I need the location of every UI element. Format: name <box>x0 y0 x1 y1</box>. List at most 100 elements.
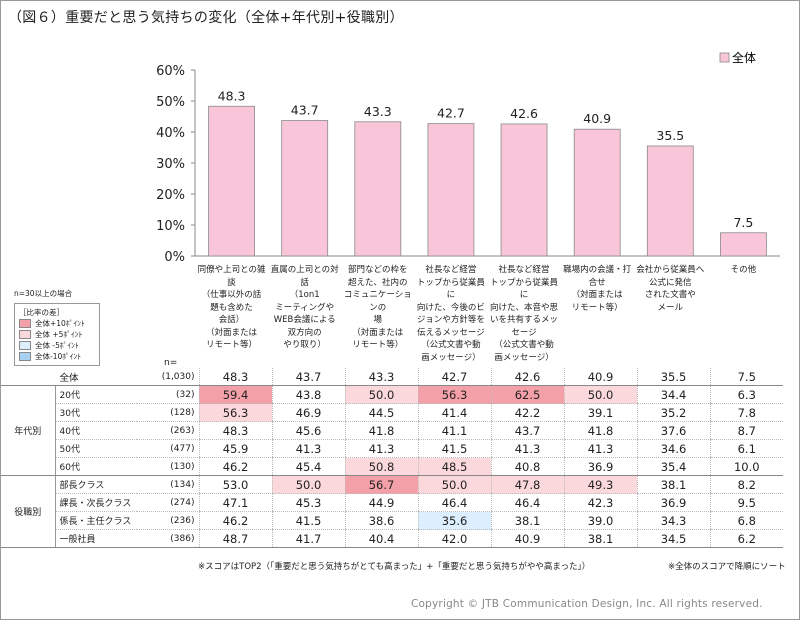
diff-legend: n=30以上の場合 ［比率の差］ 全体+10ﾎﾟｲﾝﾄ 全体 +5ﾎﾟｲﾝﾄ 全体 … <box>14 288 100 366</box>
table-row: 30代 (128) 56.3 46.9 44.5 41.4 42.2 39.1 35.2 7.8 <box>1 403 783 422</box>
legend-key-label: 全体-10ﾎﾟｲﾝﾄ <box>35 352 81 361</box>
bar <box>354 121 402 257</box>
legend-key-label: 全体 +5ﾎﾟｲﾝﾄ <box>35 330 83 339</box>
legend-key-label: 全体+10ﾎﾟｲﾝﾄ <box>35 319 85 328</box>
value-cell: 56.3 <box>417 385 491 404</box>
value-cell: 59.4 <box>198 385 272 404</box>
value-cell: 6.1 <box>709 439 783 458</box>
value-cell: 48.3 <box>198 421 272 440</box>
value-cell: 35.6 <box>417 511 491 530</box>
row-label: 課長・次長クラス <box>55 493 137 512</box>
table-row: 年代別 20代 (32) 59.4 43.8 50.0 56.3 62.5 50.0 34.4 6.… <box>1 385 783 476</box>
value-cell: 48.7 <box>198 529 272 548</box>
value-cell: 6.8 <box>709 511 783 530</box>
bars <box>208 105 767 257</box>
value-cell: 43.7 <box>490 421 564 440</box>
value-cell: 34.4 <box>636 385 710 404</box>
value-cell: 45.3 <box>271 493 345 512</box>
value-cell: 40.4 <box>344 529 418 548</box>
value-cell: 34.5 <box>636 529 710 548</box>
legend-key-row: 全体 +5ﾎﾟｲﾝﾄ <box>19 329 95 340</box>
value-cell: 34.6 <box>636 439 710 458</box>
row-label: 全体 <box>1 368 137 386</box>
value-cell: 42.7 <box>417 368 491 386</box>
value-cell: 38.1 <box>563 529 637 548</box>
figure-title: （図６）重要だと思う気持ちの変化（全体+年代別+役職別） <box>8 10 404 26</box>
legend-key-swatch <box>19 352 31 361</box>
value-cell: 44.9 <box>344 493 418 512</box>
table-row: 40代 (263) 48.3 45.6 41.8 41.1 43.7 41.8 37.6 8.7 <box>1 421 783 440</box>
legend-key-row: 全体 -5ﾎﾟｲﾝﾄ <box>19 340 95 351</box>
legend-swatch <box>719 52 730 63</box>
row-count: (134) <box>137 475 199 494</box>
bar <box>427 123 475 257</box>
row-count: (236) <box>137 511 199 530</box>
value-cell: 8.2 <box>709 475 783 494</box>
chart-legend: 全体 <box>719 50 756 65</box>
row-count: (32) <box>137 385 199 404</box>
value-cell: 8.7 <box>709 421 783 440</box>
row-count: (263) <box>137 421 199 440</box>
table-row: 60代 (130) 46.2 45.4 50.8 48.5 40.8 36.9 35.4 10.0 <box>1 457 783 476</box>
category-label: 同僚や上司との雑 談 （仕事以外の話 題も含めた 会話） （対面または リモート… <box>197 265 266 350</box>
y-axis: 0% 10% 20% 30% 40% 50% 60% <box>156 64 780 265</box>
bar-value-label: 48.3 <box>218 88 246 103</box>
bar-value-label: 43.3 <box>364 104 392 119</box>
value-cell: 37.6 <box>636 421 710 440</box>
value-cell: 46.2 <box>198 511 272 530</box>
value-cell: 50.0 <box>417 475 491 494</box>
bar <box>208 105 255 257</box>
value-cell: 41.8 <box>344 421 418 440</box>
value-cell: 34.3 <box>636 511 710 530</box>
table-row: 役職別 部長クラス (134) 53.0 50.0 56.7 50.0 47.8 49.3 38.… <box>1 475 783 548</box>
legend-note: n=30以上の場合 <box>14 289 73 298</box>
value-cell: 35.4 <box>636 457 710 476</box>
value-cell: 38.6 <box>344 511 418 530</box>
value-cell: 50.0 <box>563 385 637 404</box>
sort-note: ※全体のスコアで降順にソート <box>668 562 786 572</box>
value-cell: 50.0 <box>344 385 418 404</box>
row-count: (477) <box>137 439 199 458</box>
value-cell: 41.4 <box>417 403 491 422</box>
row-count: (130) <box>137 457 199 476</box>
value-cell: 40.8 <box>490 457 564 476</box>
bar-value-label: 43.7 <box>291 103 319 118</box>
value-cell: 35.2 <box>636 403 710 422</box>
row-label: 係長・主任クラス <box>55 511 137 530</box>
legend-key-row: 全体-10ﾎﾟｲﾝﾄ <box>19 351 95 362</box>
value-cell: 6.2 <box>709 529 783 548</box>
value-cell: 39.1 <box>563 403 637 422</box>
bar-value-label: 40.9 <box>583 111 611 126</box>
value-cell: 7.8 <box>709 403 783 422</box>
value-cell: 7.5 <box>709 368 783 386</box>
value-cell: 41.5 <box>417 439 491 458</box>
y-tick-label: 60% <box>156 64 185 79</box>
y-tick-label: 0% <box>164 250 185 265</box>
bar <box>720 232 767 257</box>
bar-value-label: 35.5 <box>656 128 684 143</box>
value-cell: 62.5 <box>490 385 564 404</box>
value-cell: 36.9 <box>636 493 710 512</box>
bar-value-label: 42.6 <box>510 106 538 121</box>
legend-box: ［比率の差］ 全体+10ﾎﾟｲﾝﾄ 全体 +5ﾎﾟｲﾝﾄ 全体 -5ﾎﾟｲﾝﾄ 全体-… <box>14 303 100 366</box>
value-cell: 45.4 <box>271 457 345 476</box>
category-label: 部門などの枠を 超えた、社内の コミュニケーションの 場 （対面または リモート… <box>343 265 412 350</box>
category-label: その他 <box>730 265 757 275</box>
table-row: 50代 (477) 45.9 41.3 41.3 41.5 41.3 41.3 34.6 6.1 <box>1 439 783 458</box>
legend-key-swatch <box>19 319 31 328</box>
value-cell: 47.1 <box>198 493 272 512</box>
legend-label: 全体 <box>732 50 756 65</box>
value-cell: 35.5 <box>636 368 710 386</box>
row-label: 一般社員 <box>55 529 137 548</box>
y-tick-label: 30% <box>156 157 185 172</box>
value-cell: 42.3 <box>563 493 637 512</box>
value-cell: 47.8 <box>490 475 564 494</box>
bar-value-label: 7.5 <box>733 215 753 230</box>
value-cell: 44.5 <box>344 403 418 422</box>
value-cell: 9.5 <box>709 493 783 512</box>
bar <box>500 123 548 257</box>
bar-value-label: 42.7 <box>437 106 465 121</box>
value-cell: 43.3 <box>344 368 418 386</box>
table-row: 係長・主任クラス (236) 46.2 41.5 38.6 35.6 38.1 39.0 34.… <box>1 511 783 530</box>
value-cell: 56.7 <box>344 475 418 494</box>
